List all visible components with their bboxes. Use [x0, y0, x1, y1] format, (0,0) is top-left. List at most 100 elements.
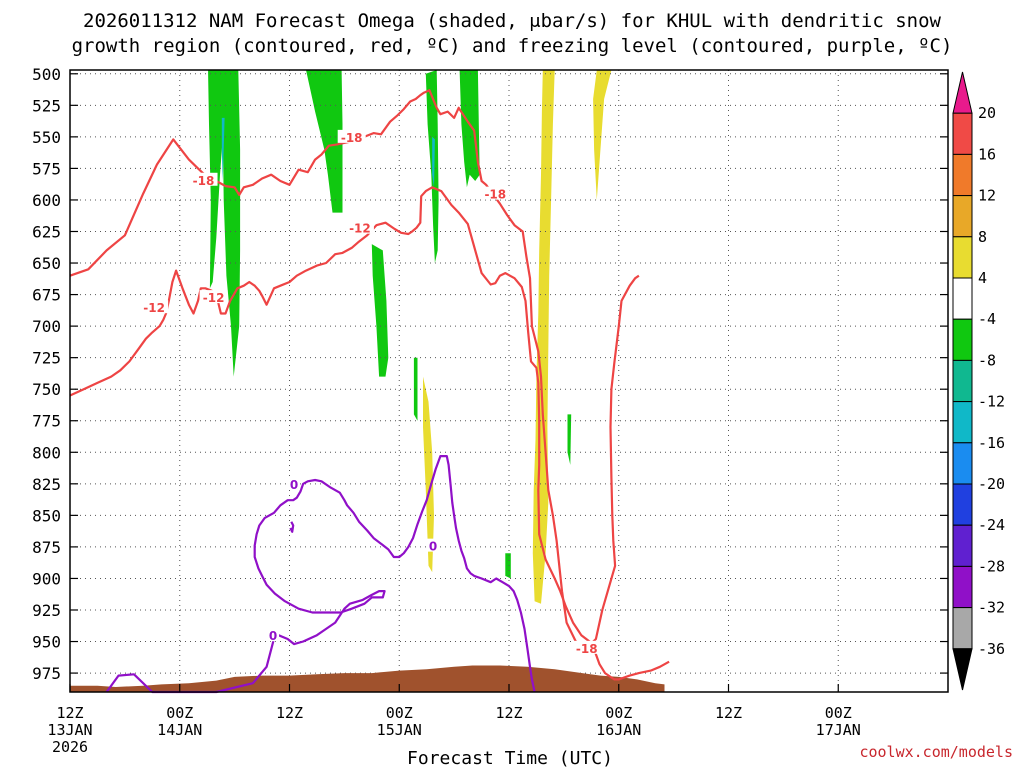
x-tick-date-3: 15JAN [377, 721, 422, 739]
terrain-fill [70, 665, 665, 692]
contour-label-7: 0 [290, 478, 298, 492]
colorbar-bin-2 [952, 153, 973, 197]
omega-region-11 [218, 70, 220, 74]
y-tick-label-800: 800 [32, 443, 61, 462]
x-tick-time-0: 12Z [56, 704, 83, 722]
contour-label-4: -12 [349, 222, 371, 236]
contour-label-5: -12 [143, 301, 165, 315]
x-tick-date-0: 13JAN [47, 721, 92, 739]
omega-region-3 [306, 70, 343, 213]
credit-text: coolwx.com/models [859, 743, 1013, 761]
colorbar-bin-6 [952, 318, 973, 361]
y-tick-label-500: 500 [32, 65, 61, 84]
colorbar-label--32: -32 [978, 599, 1005, 617]
x-tick-time-6: 12Z [715, 704, 742, 722]
colorbar-bin-11 [952, 524, 973, 567]
colorbar-label--36: -36 [978, 640, 1005, 658]
colorbar-label--20: -20 [978, 475, 1005, 493]
contour-line-2 [105, 455, 536, 694]
y-tick-label-525: 525 [32, 96, 61, 115]
colorbar-bin-13 [952, 607, 973, 650]
contour-label-bg-5 [140, 300, 169, 314]
omega-region-1 [222, 70, 241, 377]
omega-region-7 [432, 136, 435, 188]
colorbar-bin-10 [952, 483, 973, 526]
y-tick-label-600: 600 [32, 191, 61, 210]
omega-region-10 [567, 414, 572, 465]
colorbar-label--12: -12 [978, 393, 1005, 411]
chart-title-line-1: 2026011312 NAM Forecast Omega (shaded, μ… [83, 10, 941, 32]
contour-label-1: -18 [193, 174, 215, 188]
colorbar-bin-14 [952, 648, 973, 691]
colorbar-bin-7 [952, 359, 973, 403]
contour-label-bg-9 [427, 538, 440, 552]
chart-title-line-2: growth region (contoured, red, ºC) and f… [72, 35, 953, 57]
contour-label-0: -18 [341, 131, 363, 145]
contour-line-1 [69, 186, 670, 681]
omega-region-9 [505, 553, 511, 579]
colorbar-bin-9 [952, 442, 973, 485]
colorbar-label--24: -24 [978, 516, 1005, 534]
colorbar-bin-1 [952, 112, 973, 155]
contour-layer [69, 89, 670, 694]
x-tick-date-5: 16JAN [596, 721, 641, 739]
contour-label-bg-2 [481, 186, 510, 200]
y-tick-label-975: 975 [32, 664, 61, 683]
y-tick-label-575: 575 [32, 159, 61, 178]
contour-label-6: -12 [203, 291, 225, 305]
x-tick-time-1: 00Z [166, 704, 193, 722]
contour-line-3 [289, 521, 295, 533]
colorbar-bin-4 [952, 236, 973, 279]
x-tick-time-7: 00Z [825, 704, 852, 722]
colorbar-label-8: 8 [978, 228, 987, 246]
colorbar-bin-12 [952, 565, 973, 609]
contour-label-8: 0 [269, 629, 277, 643]
omega-region-14 [593, 70, 612, 200]
contour-label-3: -18 [576, 642, 598, 656]
x-axis-label: Forecast Time (UTC) [407, 748, 613, 768]
x-tick-time-2: 12Z [276, 704, 303, 722]
colorbar: 20 16 12 8 4 -4 -8 -12 -16 -20 -24 -28 -32 -36 [952, 71, 1005, 691]
y-tick-label-950: 950 [32, 633, 61, 652]
x-tick-date-1: 14JAN [157, 721, 202, 739]
colorbar-bin-0 [952, 71, 973, 114]
x-tick-date-7: 17JAN [816, 721, 861, 739]
omega-region-13 [532, 70, 555, 604]
colorbar-label--16: -16 [978, 434, 1005, 452]
y-tick-label-900: 900 [32, 569, 61, 588]
contour-label-bg-0 [337, 129, 366, 143]
terrain-layer [70, 665, 665, 692]
omega-region-2 [221, 117, 225, 181]
colorbar-label-20: 20 [978, 104, 996, 122]
colorbar-bin-8 [952, 401, 973, 444]
contour-label-bg-8 [267, 628, 280, 642]
y-tick-label-650: 650 [32, 254, 61, 273]
contour-label-bg-7 [288, 476, 301, 490]
contour-label-bg-1 [189, 172, 218, 186]
contour-labels: -18 -18 -18 -18 -12 -12 -12 0 0 0 [140, 129, 601, 656]
colorbar-label--8: -8 [978, 351, 996, 369]
y-tick-label-700: 700 [32, 317, 61, 336]
colorbar-label-4: 4 [978, 269, 987, 287]
x-tick-time-4: 12Z [495, 704, 522, 722]
omega-shading-layer [208, 70, 612, 604]
contour-line-0 [69, 89, 640, 649]
colorbar-label--28: -28 [978, 557, 1005, 575]
colorbar-bin-3 [952, 195, 973, 238]
y-tick-label-850: 850 [32, 506, 61, 525]
y-tick-label-725: 725 [32, 349, 61, 368]
contour-label-2: -18 [484, 188, 506, 202]
x-tick-year-0: 2026 [52, 738, 88, 756]
y-tick-label-625: 625 [32, 222, 61, 241]
colorbar-bin-5 [952, 277, 973, 320]
y-tick-label-925: 925 [32, 601, 61, 620]
contour-label-bg-6 [199, 290, 228, 304]
y-axis: 500 525 550 575 600 625 650 675 700 725 750 775 800 8… [32, 65, 948, 683]
colorbar-label--4: -4 [978, 310, 996, 328]
gridlines [70, 70, 948, 692]
y-tick-label-775: 775 [32, 412, 61, 431]
contour-label-bg-3 [572, 640, 601, 654]
